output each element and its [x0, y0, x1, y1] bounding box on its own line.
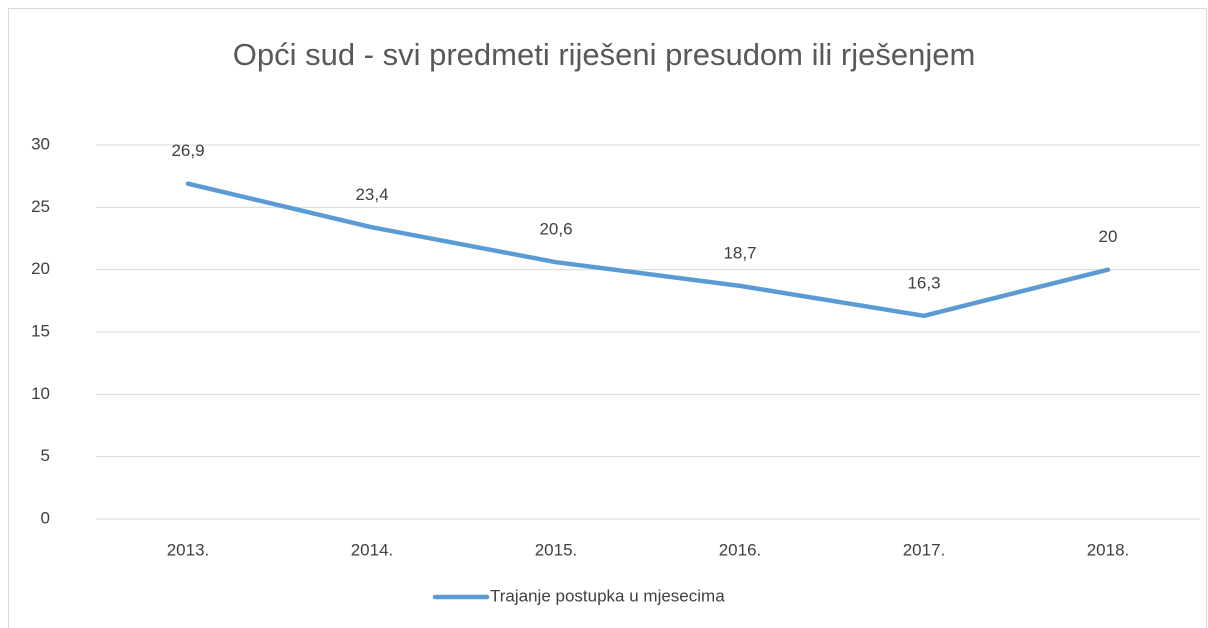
data-label: 20: [1099, 227, 1118, 246]
y-tick-label: 0: [41, 508, 50, 527]
data-label: 20,6: [539, 220, 572, 239]
data-label: 26,9: [171, 141, 204, 160]
x-tick-label: 2013.: [167, 540, 210, 559]
x-tick-label: 2015.: [535, 540, 578, 559]
x-tick-label: 2017.: [903, 540, 946, 559]
x-tick-label: 2016.: [719, 540, 762, 559]
x-tick-label: 2018.: [1087, 540, 1130, 559]
data-label: 18,7: [723, 243, 756, 262]
legend-label: Trajanje postupka u mjesecima: [490, 586, 725, 605]
y-tick-label: 5: [41, 446, 50, 465]
data-label: 16,3: [907, 273, 940, 292]
y-tick-label: 15: [31, 321, 50, 340]
line-series: [185, 181, 1111, 319]
y-tick-label: 20: [31, 259, 50, 278]
chart-title: Opći sud - svi predmeti riješeni presudo…: [233, 37, 976, 72]
data-label: 23,4: [355, 185, 388, 204]
y-tick-label: 30: [31, 134, 50, 153]
x-tick-label: 2014.: [351, 540, 394, 559]
chart-border: [8, 8, 1207, 628]
y-tick-label: 10: [31, 384, 50, 403]
y-tick-label: 25: [31, 197, 50, 216]
